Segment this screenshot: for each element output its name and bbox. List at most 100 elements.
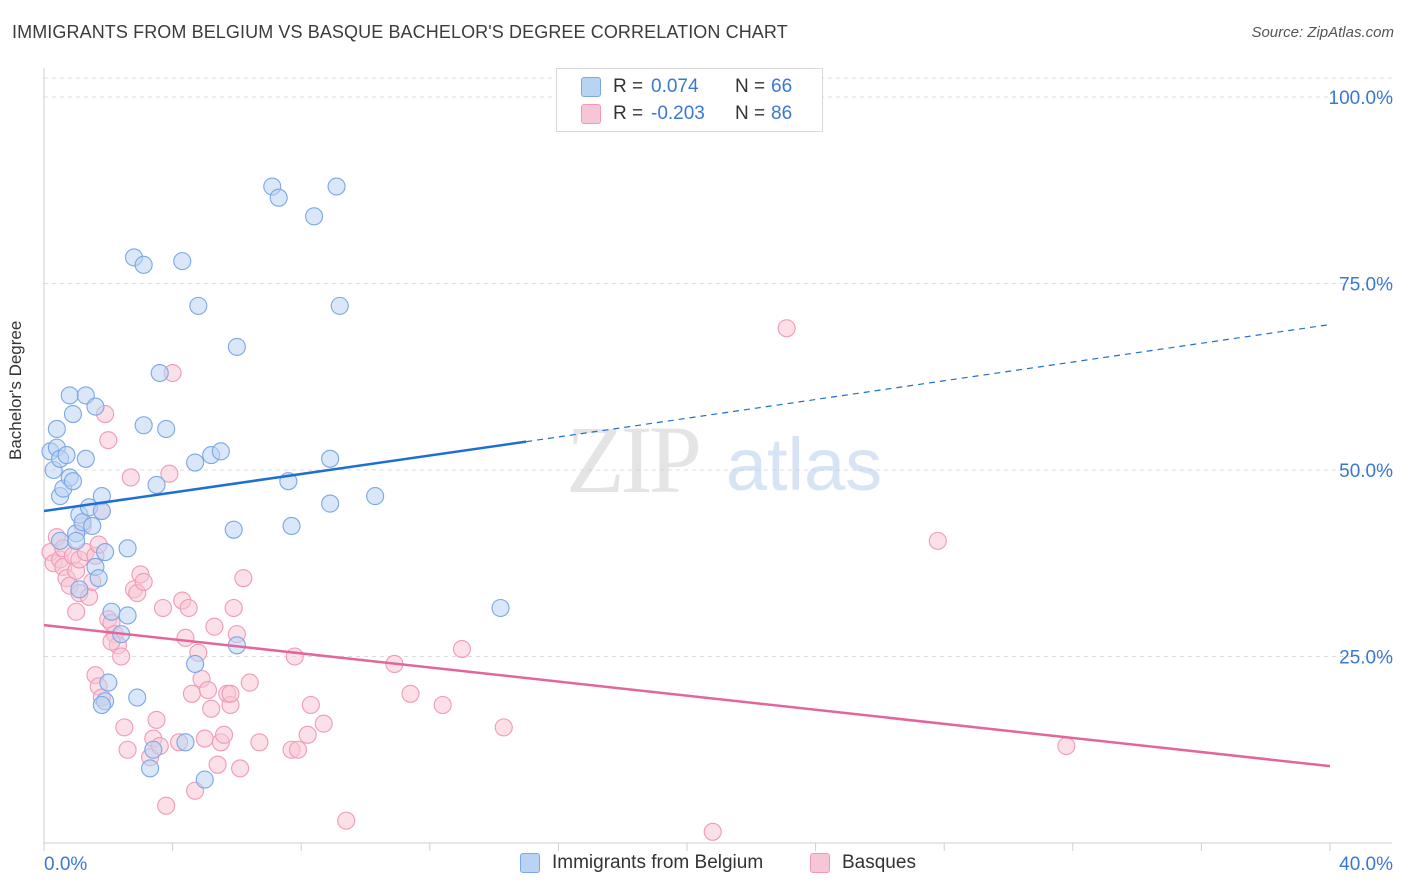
point-basques [301,695,320,715]
point-belgium [330,296,349,315]
point-belgium [269,188,288,207]
axis-layer [43,68,1392,851]
point-basques [182,684,201,703]
point-belgium [83,516,102,536]
point-basques [452,639,472,659]
trend-line-belgium [43,440,527,513]
point-basques [777,319,796,338]
point-basques [195,729,214,748]
point-belgium [118,606,137,625]
point-basques [202,699,221,718]
point-basques [157,796,176,815]
y-tick-label: 100.0% [1329,88,1394,109]
point-belgium [144,740,163,759]
legend-n-label: N = [735,76,766,97]
point-belgium [60,386,79,405]
point-belgium [227,337,246,356]
point-belgium [92,695,111,715]
point-basques [401,684,420,703]
point-basques [198,681,218,700]
point-belgium [157,419,176,439]
point-belgium [118,539,137,558]
point-belgium [89,569,108,588]
point-belgium [128,688,147,707]
legend-item-belgium[interactable]: Immigrants from Belgium [520,852,763,874]
legend-r-value: -0.203 [651,103,705,124]
point-basques [221,684,240,703]
point-basques [118,740,137,759]
point-belgium [70,580,89,599]
legend-label-basques: Basques [842,852,916,873]
y-tick-label: 25.0% [1339,648,1393,669]
legend-swatch-pink [581,104,601,124]
chart-title: IMMIGRANTS FROM BELGIUM VS BASQUE BACHEL… [12,22,788,42]
point-belgium [173,252,192,271]
point-belgium [86,397,105,416]
trend-lines [43,323,1331,768]
point-basques [234,569,253,588]
point-basques [153,598,173,618]
tick-labels: 100.0% 75.0% 50.0% 25.0% 0.0% 40.0% [44,88,1393,875]
point-belgium [189,296,208,315]
point-basques [288,740,308,759]
point-basques [703,822,722,841]
point-basques [433,695,452,715]
point-basques [337,811,356,830]
point-basques [224,598,243,618]
point-belgium [92,501,111,521]
x-tick-label: 0.0% [44,854,87,875]
point-basques [1057,736,1076,756]
point-belgium [327,177,346,196]
point-belgium [366,487,385,506]
point-belgium [147,475,166,494]
watermark: ZIP atlas [566,406,882,513]
point-basques [494,718,513,737]
series-basques [41,319,1076,841]
point-belgium [186,654,205,674]
point-basques [285,647,304,666]
point-belgium [305,207,324,226]
source-label: Source: ZipAtlas.com [1251,24,1394,41]
legend-n-value: 86 [771,103,793,124]
point-basques [67,602,86,621]
point-belgium [67,531,86,550]
point-belgium [150,363,169,383]
point-belgium [96,543,115,562]
point-belgium [99,673,118,692]
point-belgium [76,449,95,468]
legend-item-basques[interactable]: Basques [810,852,916,874]
trend-line-belgium-extrapolated [526,323,1331,443]
point-basques [231,759,250,778]
legend-n-value: 66 [771,76,793,97]
point-basques [121,468,140,487]
point-belgium [47,419,66,439]
point-basques [134,572,153,591]
point-basques [298,725,317,744]
y-tick-label: 50.0% [1339,461,1393,482]
y-tick-label: 75.0% [1339,275,1393,296]
x-tick-label: 40.0% [1339,854,1393,875]
trend-line-basques [43,623,1331,768]
point-basques [240,673,259,692]
point-basques [147,710,166,729]
series-belgium [41,177,510,789]
legend-swatch-blue [520,853,540,873]
point-belgium [491,598,510,618]
point-basques [205,617,224,636]
point-belgium [282,516,301,536]
point-basques [99,431,118,450]
point-basques [928,531,947,550]
legend-r-label: R = [613,76,644,97]
legend-swatch-pink [810,853,830,873]
point-basques [179,598,198,618]
point-belgium [63,404,82,424]
point-belgium [224,520,243,539]
y-axis-label: Bachelor's Degree [6,320,25,460]
point-belgium [176,733,195,752]
point-belgium [211,442,230,461]
point-belgium [57,446,76,465]
point-belgium [141,759,160,778]
point-belgium [63,472,82,491]
legend-label-belgium: Immigrants from Belgium [552,852,764,873]
